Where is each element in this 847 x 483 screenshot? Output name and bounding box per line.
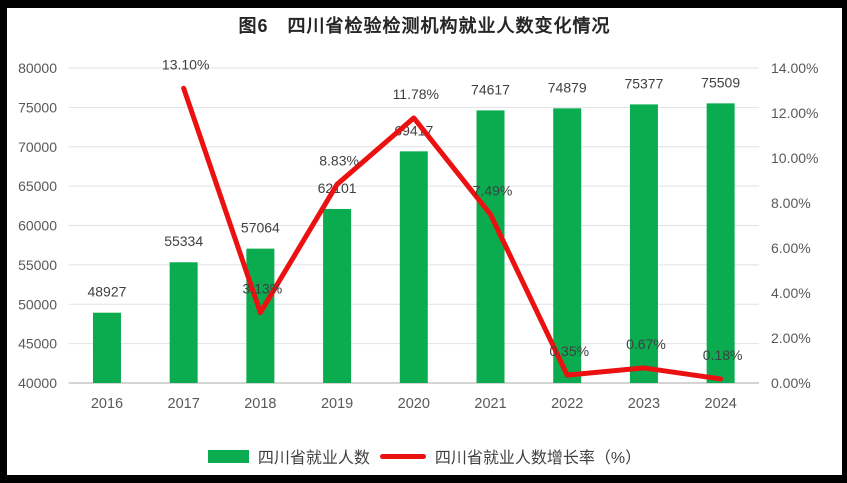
bar-value-label: 75377 xyxy=(624,75,663,91)
x-axis-category-label: 2018 xyxy=(244,396,276,412)
line-value-label: 0.67% xyxy=(626,336,666,352)
left-axis-tick-label: 50000 xyxy=(18,296,57,312)
legend-item-growth-rate: 四川省就业人数增长率（%） xyxy=(379,444,642,468)
left-axis-tick-label: 80000 xyxy=(18,60,57,76)
chart-title: 图6 四川省检验检测机构就业人数变化情况 xyxy=(238,16,611,36)
right-axis-tick-label: 4.00% xyxy=(771,285,811,301)
bar-2023 xyxy=(629,104,658,383)
right-axis-tick-label: 12.00% xyxy=(771,105,818,121)
left-axis-tick-label: 75000 xyxy=(18,99,57,115)
x-axis-category-label: 2020 xyxy=(398,396,430,412)
left-axis-tick-label: 45000 xyxy=(18,336,57,352)
left-axis-tick-label: 65000 xyxy=(18,178,57,194)
line-value-label: 3.13% xyxy=(243,281,283,297)
x-axis-category-label: 2024 xyxy=(705,396,737,412)
bar-2018 xyxy=(246,248,275,383)
left-axis-tick-label: 40000 xyxy=(18,375,57,391)
bar-value-label: 57064 xyxy=(241,220,280,236)
right-axis-tick-label: 10.00% xyxy=(771,150,818,166)
right-axis-tick-label: 8.00% xyxy=(771,195,811,211)
line-value-label: 0.35% xyxy=(549,343,589,359)
growth-rate-line xyxy=(181,85,724,382)
line-value-label: 7.49% xyxy=(473,182,513,198)
bar-2016 xyxy=(92,312,121,383)
bar-value-label: 48927 xyxy=(87,284,126,300)
bar-2024 xyxy=(706,103,735,383)
chart-canvas: 图6 四川省检验检测机构就业人数变化情况 40000 45000 50000 5500… xyxy=(7,8,842,475)
bar-value-label: 74879 xyxy=(548,79,587,95)
bar-2021 xyxy=(476,110,505,384)
line-value-label: 8.83% xyxy=(319,152,359,168)
bar-2020 xyxy=(399,151,428,383)
left-axis-tick-label: 60000 xyxy=(18,218,57,234)
right-axis-tick-label: 2.00% xyxy=(771,330,811,346)
bar-2017 xyxy=(169,262,198,383)
left-axis-tick-label: 70000 xyxy=(18,139,57,155)
bar-2022 xyxy=(553,108,582,383)
right-axis-tick-label: 14.00% xyxy=(771,60,818,76)
line-series-swatch-icon xyxy=(379,453,426,459)
bar-value-label: 75509 xyxy=(701,74,740,90)
left-axis-tick-label: 55000 xyxy=(18,257,57,273)
line-value-label: 0.18% xyxy=(703,347,743,363)
x-axis-category-label: 2016 xyxy=(91,396,123,412)
legend-label-growth-rate: 四川省就业人数增长率（%） xyxy=(434,450,642,467)
right-axis-tick-label: 0.00% xyxy=(771,375,811,391)
x-axis-category-label: 2017 xyxy=(168,396,200,412)
x-axis-category-label: 2023 xyxy=(628,396,660,412)
line-value-label: 11.78% xyxy=(393,86,439,102)
legend-item-employment: 四川省就业人数 xyxy=(207,444,370,468)
x-axis-category-label: 2019 xyxy=(321,396,353,412)
legend-label-employment: 四川省就业人数 xyxy=(257,450,370,467)
bar-2019 xyxy=(323,208,352,383)
line-value-label: 13.10% xyxy=(162,56,209,72)
right-axis-tick-label: 6.00% xyxy=(771,240,811,256)
chart-plot-area: 40000 45000 50000 55000 60000 65000 70000 75000… xyxy=(18,56,818,412)
chart-legend: 四川省就业人数 四川省就业人数增长率（%） xyxy=(7,444,842,468)
bar-value-label: 55334 xyxy=(164,233,203,249)
x-axis-category-label: 2022 xyxy=(551,396,583,412)
x-axis-category-label: 2021 xyxy=(474,396,506,412)
bar-value-label: 74617 xyxy=(471,81,510,97)
bar-series-swatch-icon xyxy=(207,449,249,463)
